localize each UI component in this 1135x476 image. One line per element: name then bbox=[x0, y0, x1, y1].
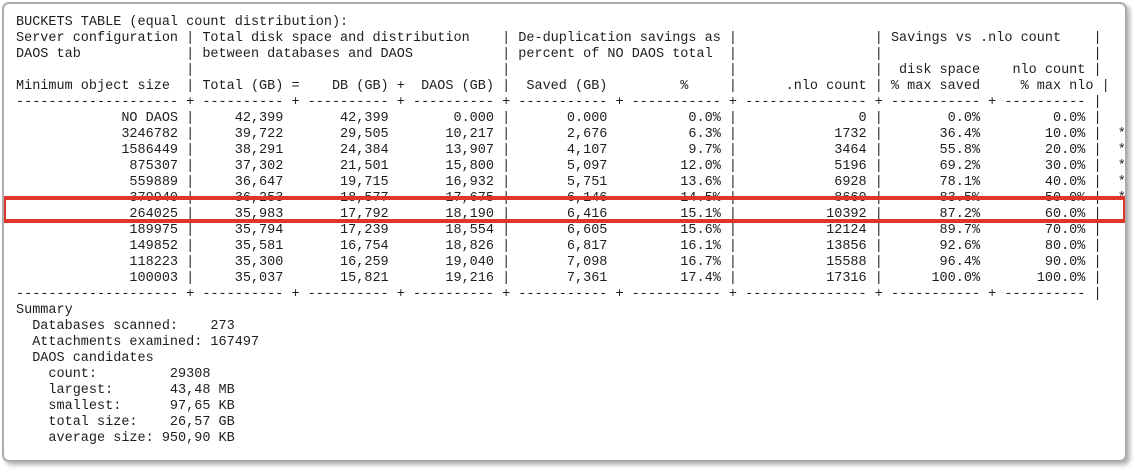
table-header: Server configuration | Total disk space … bbox=[16, 31, 1125, 95]
table-header-line: | | | | disk space nlo count | bbox=[16, 63, 1102, 78]
table-header-line: Server configuration | Total disk space … bbox=[16, 31, 1102, 46]
table-header-line: Minimum object size | Total (GB) = DB (G… bbox=[16, 79, 1110, 94]
summary-section: Summary Databases scanned: 273 Attachmen… bbox=[16, 303, 1125, 447]
summary-line: average size: 950,90 KB bbox=[16, 431, 235, 446]
table-row: 189975 | 35,794 17,239 18,554 | 6,605 15… bbox=[16, 223, 1102, 238]
table-row: 118223 | 35,300 16,259 19,040 | 7,098 16… bbox=[16, 255, 1102, 270]
summary-line: total size: 26,57 GB bbox=[16, 415, 235, 430]
table-row: 100003 | 35,037 15,821 19,216 | 7,361 17… bbox=[16, 271, 1102, 286]
report-window: BUCKETS TABLE (equal count distribution)… bbox=[2, 2, 1127, 462]
table-separator-bottom: -------------------- + ---------- + ----… bbox=[16, 287, 1102, 302]
terminal-output: BUCKETS TABLE (equal count distribution)… bbox=[4, 4, 1125, 447]
summary-line: DAOS candidates bbox=[16, 351, 154, 366]
summary-line: count: 29308 bbox=[16, 367, 211, 382]
table-row: 559889 | 36,647 19,715 16,932 | 5,751 13… bbox=[16, 175, 1126, 190]
table-row: 379940 | 36,253 18,577 17,675 | 6,146 14… bbox=[16, 191, 1126, 206]
table-row: NO DAOS | 42,399 42,399 0.000 | 0.000 0.… bbox=[16, 111, 1102, 126]
table-row: 264025 | 35,983 17,792 18,190 | 6,416 15… bbox=[16, 207, 1102, 222]
table-body: NO DAOS | 42,399 42,399 0.000 | 0.000 0.… bbox=[16, 111, 1125, 287]
table-row: 875307 | 37,302 21,501 15,800 | 5,097 12… bbox=[16, 159, 1126, 174]
table-header-line: DAOS tab | between databases and DAOS | … bbox=[16, 47, 1102, 62]
table-row: 3246782 | 39,722 29,505 10,217 | 2,676 6… bbox=[16, 127, 1126, 142]
summary-line: largest: 43,48 MB bbox=[16, 383, 235, 398]
table-row: 1586449 | 38,291 24,384 13,907 | 4,107 9… bbox=[16, 143, 1126, 158]
summary-line: Attachments examined: 167497 bbox=[16, 335, 260, 350]
summary-line: Summary bbox=[16, 303, 73, 318]
table-row: 149852 | 35,581 16,754 18,826 | 6,817 16… bbox=[16, 239, 1102, 254]
report-title: BUCKETS TABLE (equal count distribution)… bbox=[16, 15, 349, 30]
table-separator-top: -------------------- + ---------- + ----… bbox=[16, 95, 1102, 110]
summary-line: Databases scanned: 273 bbox=[16, 319, 235, 334]
summary-line: smallest: 97,65 KB bbox=[16, 399, 235, 414]
